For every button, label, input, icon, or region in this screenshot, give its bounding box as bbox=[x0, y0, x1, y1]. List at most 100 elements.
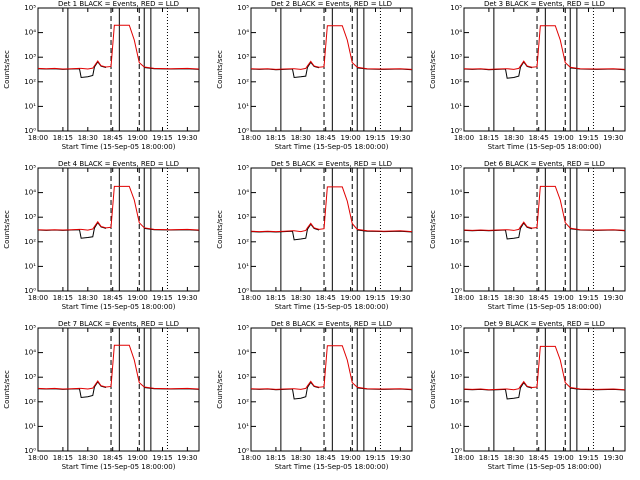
y-tick-label: 10² bbox=[450, 78, 462, 86]
x-tick-label: 18:15 bbox=[53, 294, 73, 302]
x-tick-label: 19:00 bbox=[340, 294, 360, 302]
x-tick-label: 19:00 bbox=[553, 294, 573, 302]
x-tick-label: 19:30 bbox=[177, 454, 197, 462]
y-tick-label: 10³ bbox=[24, 373, 36, 381]
plot-frame bbox=[463, 167, 626, 292]
data-line bbox=[250, 25, 413, 70]
y-tick-label: 10⁰ bbox=[24, 447, 36, 455]
y-tick-label: 10² bbox=[450, 238, 462, 246]
y-tick-label: 10⁰ bbox=[237, 127, 249, 135]
x-tick-label: 18:00 bbox=[28, 454, 48, 462]
x-tick-label: 18:30 bbox=[78, 134, 98, 142]
y-tick-label: 10² bbox=[450, 398, 462, 406]
y-tick-label: 10⁴ bbox=[24, 349, 36, 357]
x-tick-label: 18:45 bbox=[529, 134, 549, 142]
data-line bbox=[463, 345, 626, 391]
plot-frame bbox=[37, 327, 200, 452]
chart-title: Det 8 BLACK = Events, RED = LLD bbox=[271, 320, 392, 328]
data-line bbox=[463, 61, 626, 79]
chart-title: Det 2 BLACK = Events, RED = LLD bbox=[271, 0, 392, 8]
y-tick-label: 10⁰ bbox=[450, 287, 462, 295]
y-axis-label: Counts/sec bbox=[429, 210, 437, 249]
y-tick-label: 10³ bbox=[450, 53, 462, 61]
x-tick-label: 18:45 bbox=[103, 134, 123, 142]
x-tick-label: 18:15 bbox=[479, 454, 499, 462]
y-tick-label: 10⁰ bbox=[237, 287, 249, 295]
y-tick-label: 10⁵ bbox=[237, 164, 249, 172]
y-tick-label: 10³ bbox=[237, 373, 249, 381]
y-tick-label: 10⁰ bbox=[237, 447, 249, 455]
x-tick-label: 18:15 bbox=[479, 294, 499, 302]
x-tick-label: 18:00 bbox=[454, 134, 474, 142]
y-tick-label: 10⁴ bbox=[24, 189, 36, 197]
y-tick-label: 10⁵ bbox=[450, 164, 462, 172]
x-tick-label: 18:00 bbox=[454, 294, 474, 302]
y-tick-label: 10⁵ bbox=[237, 4, 249, 12]
x-tick-label: 18:00 bbox=[28, 294, 48, 302]
y-tick-label: 10⁵ bbox=[24, 164, 36, 172]
y-tick-label: 10⁵ bbox=[450, 4, 462, 12]
y-tick-label: 10¹ bbox=[237, 422, 249, 430]
y-tick-label: 10⁵ bbox=[450, 324, 462, 332]
data-line bbox=[37, 185, 200, 231]
y-tick-label: 10⁴ bbox=[237, 189, 249, 197]
x-tick-label: 19:30 bbox=[603, 294, 623, 302]
y-tick-label: 10⁵ bbox=[237, 324, 249, 332]
chart-title: Det 9 BLACK = Events, RED = LLD bbox=[484, 320, 605, 328]
y-axis-label: Counts/sec bbox=[429, 370, 437, 409]
y-tick-label: 10¹ bbox=[24, 102, 36, 110]
chart-title: Det 3 BLACK = Events, RED = LLD bbox=[484, 0, 605, 8]
y-axis-label: Counts/sec bbox=[3, 210, 11, 249]
x-tick-label: 18:45 bbox=[316, 134, 336, 142]
y-tick-label: 10⁰ bbox=[450, 127, 462, 135]
x-tick-label: 18:15 bbox=[53, 454, 73, 462]
x-tick-label: 18:00 bbox=[241, 134, 261, 142]
x-tick-label: 19:00 bbox=[553, 454, 573, 462]
y-axis-label: Counts/sec bbox=[3, 50, 11, 89]
x-tick-label: 19:15 bbox=[365, 134, 385, 142]
y-tick-label: 10⁴ bbox=[237, 29, 249, 37]
data-line bbox=[37, 380, 200, 399]
y-tick-label: 10¹ bbox=[237, 262, 249, 270]
y-tick-label: 10³ bbox=[237, 213, 249, 221]
y-tick-label: 10³ bbox=[450, 213, 462, 221]
y-axis-label: Counts/sec bbox=[216, 50, 224, 89]
x-tick-label: 19:15 bbox=[152, 454, 172, 462]
x-tick-label: 19:00 bbox=[340, 454, 360, 462]
plot-frame bbox=[37, 167, 200, 292]
y-tick-label: 10⁰ bbox=[24, 287, 36, 295]
y-tick-label: 10² bbox=[24, 78, 36, 86]
x-tick-label: 19:00 bbox=[127, 134, 147, 142]
x-tick-label: 19:15 bbox=[152, 134, 172, 142]
y-tick-label: 10³ bbox=[237, 53, 249, 61]
x-axis-label: Start Time (15-Sep-05 18:00:00) bbox=[62, 303, 176, 311]
data-line bbox=[250, 381, 413, 400]
x-tick-label: 18:15 bbox=[479, 134, 499, 142]
y-tick-label: 10² bbox=[237, 78, 249, 86]
y-tick-label: 10⁴ bbox=[24, 29, 36, 37]
chart-title: Det 1 BLACK = Events, RED = LLD bbox=[58, 0, 179, 8]
y-tick-label: 10² bbox=[237, 398, 249, 406]
x-tick-label: 18:15 bbox=[266, 294, 286, 302]
y-tick-label: 10⁴ bbox=[237, 349, 249, 357]
x-tick-label: 18:30 bbox=[78, 454, 98, 462]
y-tick-label: 10⁴ bbox=[450, 349, 462, 357]
x-tick-label: 19:30 bbox=[390, 454, 410, 462]
y-tick-label: 10² bbox=[237, 238, 249, 246]
y-axis-label: Counts/sec bbox=[429, 50, 437, 89]
y-tick-label: 10⁴ bbox=[450, 29, 462, 37]
x-tick-label: 19:15 bbox=[578, 454, 598, 462]
x-tick-label: 18:15 bbox=[53, 134, 73, 142]
y-tick-label: 10⁰ bbox=[450, 447, 462, 455]
y-axis-label: Counts/sec bbox=[216, 210, 224, 249]
y-tick-label: 10² bbox=[24, 398, 36, 406]
x-axis-label: Start Time (15-Sep-05 18:00:00) bbox=[275, 143, 389, 151]
data-line bbox=[37, 60, 200, 79]
chart-title: Det 7 BLACK = Events, RED = LLD bbox=[58, 320, 179, 328]
y-tick-label: 10¹ bbox=[450, 262, 462, 270]
x-tick-label: 19:00 bbox=[340, 134, 360, 142]
chart-title: Det 5 BLACK = Events, RED = LLD bbox=[271, 160, 392, 168]
x-tick-label: 19:15 bbox=[365, 294, 385, 302]
x-axis-label: Start Time (15-Sep-05 18:00:00) bbox=[488, 143, 602, 151]
